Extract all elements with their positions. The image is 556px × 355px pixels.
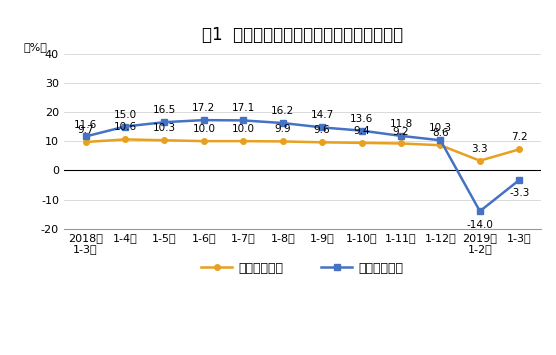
利润总额增速	[476, 209, 483, 213]
利润总额增速	[161, 120, 168, 124]
营业收入增速	[122, 137, 128, 142]
营业收入增速	[201, 139, 207, 143]
Text: 13.6: 13.6	[350, 114, 373, 124]
Text: 14.7: 14.7	[311, 110, 334, 120]
Text: 11.6: 11.6	[74, 120, 97, 130]
利润总额增速	[122, 124, 128, 129]
Text: -3.3: -3.3	[509, 188, 529, 198]
利润总额增速	[516, 178, 523, 182]
Y-axis label: （%）: （%）	[23, 42, 47, 52]
Text: 17.2: 17.2	[192, 103, 216, 113]
营业收入增速	[358, 141, 365, 145]
Legend: 营业收入增速, 利润总额增速: 营业收入增速, 利润总额增速	[201, 262, 404, 275]
Text: 7.2: 7.2	[511, 132, 528, 142]
利润总额增速	[319, 125, 325, 130]
营业收入增速	[161, 138, 168, 142]
Text: 9.4: 9.4	[353, 126, 370, 136]
利润总额增速	[358, 129, 365, 133]
Text: 9.2: 9.2	[393, 126, 409, 137]
Text: 3.3: 3.3	[471, 144, 488, 154]
利润总额增速	[240, 118, 247, 122]
营业收入增速	[240, 139, 247, 143]
营业收入增速	[437, 143, 444, 147]
Text: -14.0: -14.0	[466, 219, 493, 230]
利润总额增速	[398, 134, 404, 138]
Text: 9.9: 9.9	[275, 125, 291, 135]
营业收入增速	[398, 141, 404, 146]
Title: 图1  各月累计营业收入与利润总额同比增速: 图1 各月累计营业收入与利润总额同比增速	[202, 26, 403, 44]
利润总额增速	[280, 121, 286, 125]
营业收入增速	[82, 140, 89, 144]
营业收入增速	[319, 140, 325, 144]
营业收入增速	[516, 147, 523, 152]
Line: 利润总额增速: 利润总额增速	[83, 118, 522, 214]
Line: 营业收入增速: 营业收入增速	[83, 137, 522, 164]
Text: 10.3: 10.3	[429, 123, 452, 133]
Text: 17.1: 17.1	[232, 103, 255, 114]
Text: 9.6: 9.6	[314, 125, 330, 135]
营业收入增速	[476, 159, 483, 163]
Text: 16.5: 16.5	[153, 105, 176, 115]
Text: 15.0: 15.0	[113, 110, 137, 120]
Text: 8.6: 8.6	[432, 128, 449, 138]
营业收入增速	[280, 139, 286, 143]
Text: 10.3: 10.3	[153, 123, 176, 133]
利润总额增速	[437, 138, 444, 142]
利润总额增速	[82, 134, 89, 138]
Text: 10.0: 10.0	[232, 124, 255, 134]
Text: 9.7: 9.7	[77, 125, 94, 135]
Text: 11.8: 11.8	[389, 119, 413, 129]
利润总额增速	[201, 118, 207, 122]
Text: 10.6: 10.6	[113, 122, 137, 132]
Text: 16.2: 16.2	[271, 106, 294, 116]
Text: 10.0: 10.0	[192, 124, 215, 134]
